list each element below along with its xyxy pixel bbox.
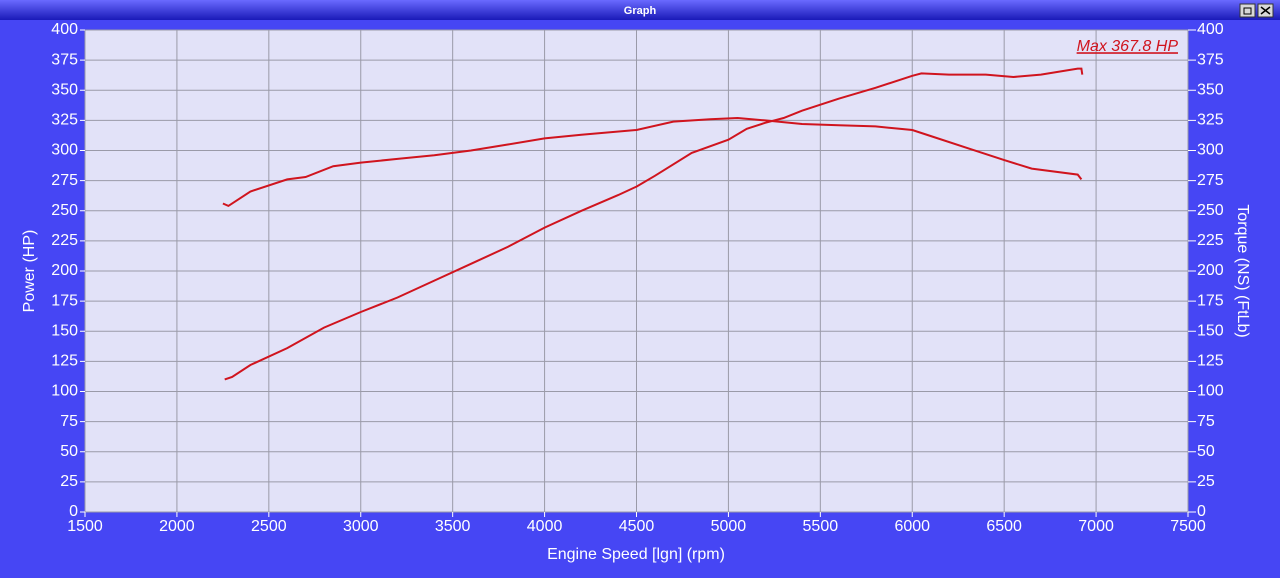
x-tick-label: 2000 — [159, 518, 195, 535]
y2-tick-label: 150 — [1197, 322, 1224, 339]
curve — [222, 116, 1083, 208]
x-tick-label: 2500 — [251, 518, 287, 535]
curve — [224, 67, 1084, 381]
y2-tick-label: 0 — [1197, 503, 1206, 520]
y2-tick-label: 200 — [1197, 262, 1224, 279]
y2-tick-label: 100 — [1197, 383, 1224, 400]
y2-tick-label: 325 — [1197, 112, 1224, 129]
y-tick-label: 325 — [51, 112, 78, 129]
y2-tick-label: 400 — [1197, 21, 1224, 38]
x-tick-label: 4000 — [527, 518, 563, 535]
y-tick-label: 75 — [60, 413, 78, 430]
y-tick-label: 300 — [51, 142, 78, 159]
y2-tick-label: 375 — [1197, 51, 1224, 68]
y2-tick-label: 300 — [1197, 142, 1224, 159]
x-tick-label: 1500 — [67, 518, 103, 535]
y2-tick-label: 225 — [1197, 232, 1224, 249]
y2-tick-label: 350 — [1197, 81, 1224, 98]
x-tick-label: 6000 — [894, 518, 930, 535]
x-tick-label: 4500 — [619, 518, 655, 535]
y-tick-label: 275 — [51, 172, 78, 189]
x-tick-label: 3500 — [435, 518, 471, 535]
x-tick-label: 6500 — [986, 518, 1022, 535]
y-tick-label: 0 — [69, 503, 78, 520]
y-tick-label: 25 — [60, 473, 78, 490]
y-tick-label: 250 — [51, 202, 78, 219]
y-tick-label: 100 — [51, 383, 78, 400]
y2-tick-label: 175 — [1197, 292, 1224, 309]
x-tick-label: 3000 — [343, 518, 379, 535]
y-axis-label: Power (HP) — [21, 230, 38, 313]
y2-tick-label: 275 — [1197, 172, 1224, 189]
x-tick-label: 5500 — [803, 518, 839, 535]
y-tick-label: 150 — [51, 322, 78, 339]
close-icon — [1260, 6, 1271, 15]
restore-icon — [1243, 7, 1252, 15]
x-tick-label: 7000 — [1078, 518, 1114, 535]
y2-tick-label: 75 — [1197, 413, 1215, 430]
restore-button[interactable] — [1239, 3, 1256, 18]
y-tick-label: 175 — [51, 292, 78, 309]
y2-axis-label: Torque (NS) (FtLb) — [1234, 204, 1251, 337]
x-tick-label: 5000 — [711, 518, 747, 535]
y-tick-label: 50 — [60, 443, 78, 460]
y-tick-label: 400 — [51, 21, 78, 38]
y-tick-label: 350 — [51, 81, 78, 98]
y-tick-label: 125 — [51, 353, 78, 370]
max-annotation: Max 367.8 HP — [1077, 38, 1179, 55]
window-title: Graph — [624, 5, 657, 17]
x-tick-label: 7500 — [1170, 518, 1206, 535]
y-tick-label: 375 — [51, 51, 78, 68]
y2-tick-label: 125 — [1197, 353, 1224, 370]
y2-tick-label: 25 — [1197, 473, 1215, 490]
y2-tick-label: 50 — [1197, 443, 1215, 460]
x-axis-label: Engine Speed [lgn] (rpm) — [547, 546, 725, 563]
y2-tick-label: 250 — [1197, 202, 1224, 219]
title-bar — [0, 0, 1280, 20]
y-tick-label: 200 — [51, 262, 78, 279]
y-tick-label: 225 — [51, 232, 78, 249]
